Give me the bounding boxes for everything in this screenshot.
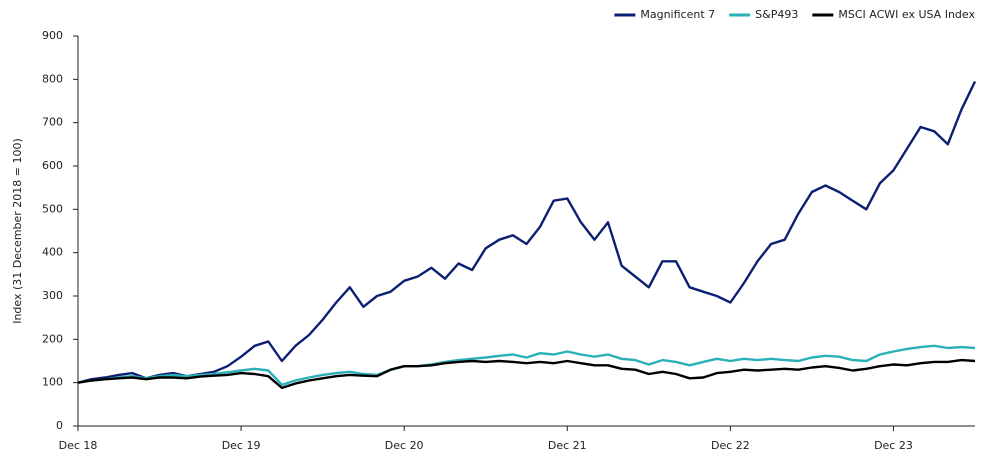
y-tick-label: 300 <box>42 289 63 302</box>
series-line <box>77 344 976 386</box>
y-tick-label: 400 <box>42 246 63 259</box>
series-line <box>77 80 977 384</box>
x-tick-label: Dec 21 <box>548 439 587 452</box>
legend-label: S&P493 <box>755 8 798 21</box>
series-line <box>77 358 976 390</box>
y-tick-label: 0 <box>56 419 63 432</box>
y-axis-label: Index (31 December 2018 = 100) <box>11 138 24 324</box>
x-tick-label: Dec 23 <box>874 439 913 452</box>
legend-label: MSCI ACWI ex USA Index <box>838 8 975 21</box>
x-tick-label: Dec 20 <box>385 439 424 452</box>
y-tick-label: 900 <box>42 29 63 42</box>
y-tick-label: 200 <box>42 332 63 345</box>
x-tick-label: Dec 19 <box>222 439 261 452</box>
x-tick-label: Dec 18 <box>59 439 98 452</box>
legend-label: Magnificent 7 <box>640 8 715 21</box>
x-tick-label: Dec 22 <box>711 439 750 452</box>
y-tick-label: 600 <box>42 159 63 172</box>
y-tick-label: 800 <box>42 72 63 85</box>
y-tick-label: 100 <box>42 376 63 389</box>
y-tick-label: 500 <box>42 202 63 215</box>
y-tick-label: 700 <box>42 116 63 129</box>
